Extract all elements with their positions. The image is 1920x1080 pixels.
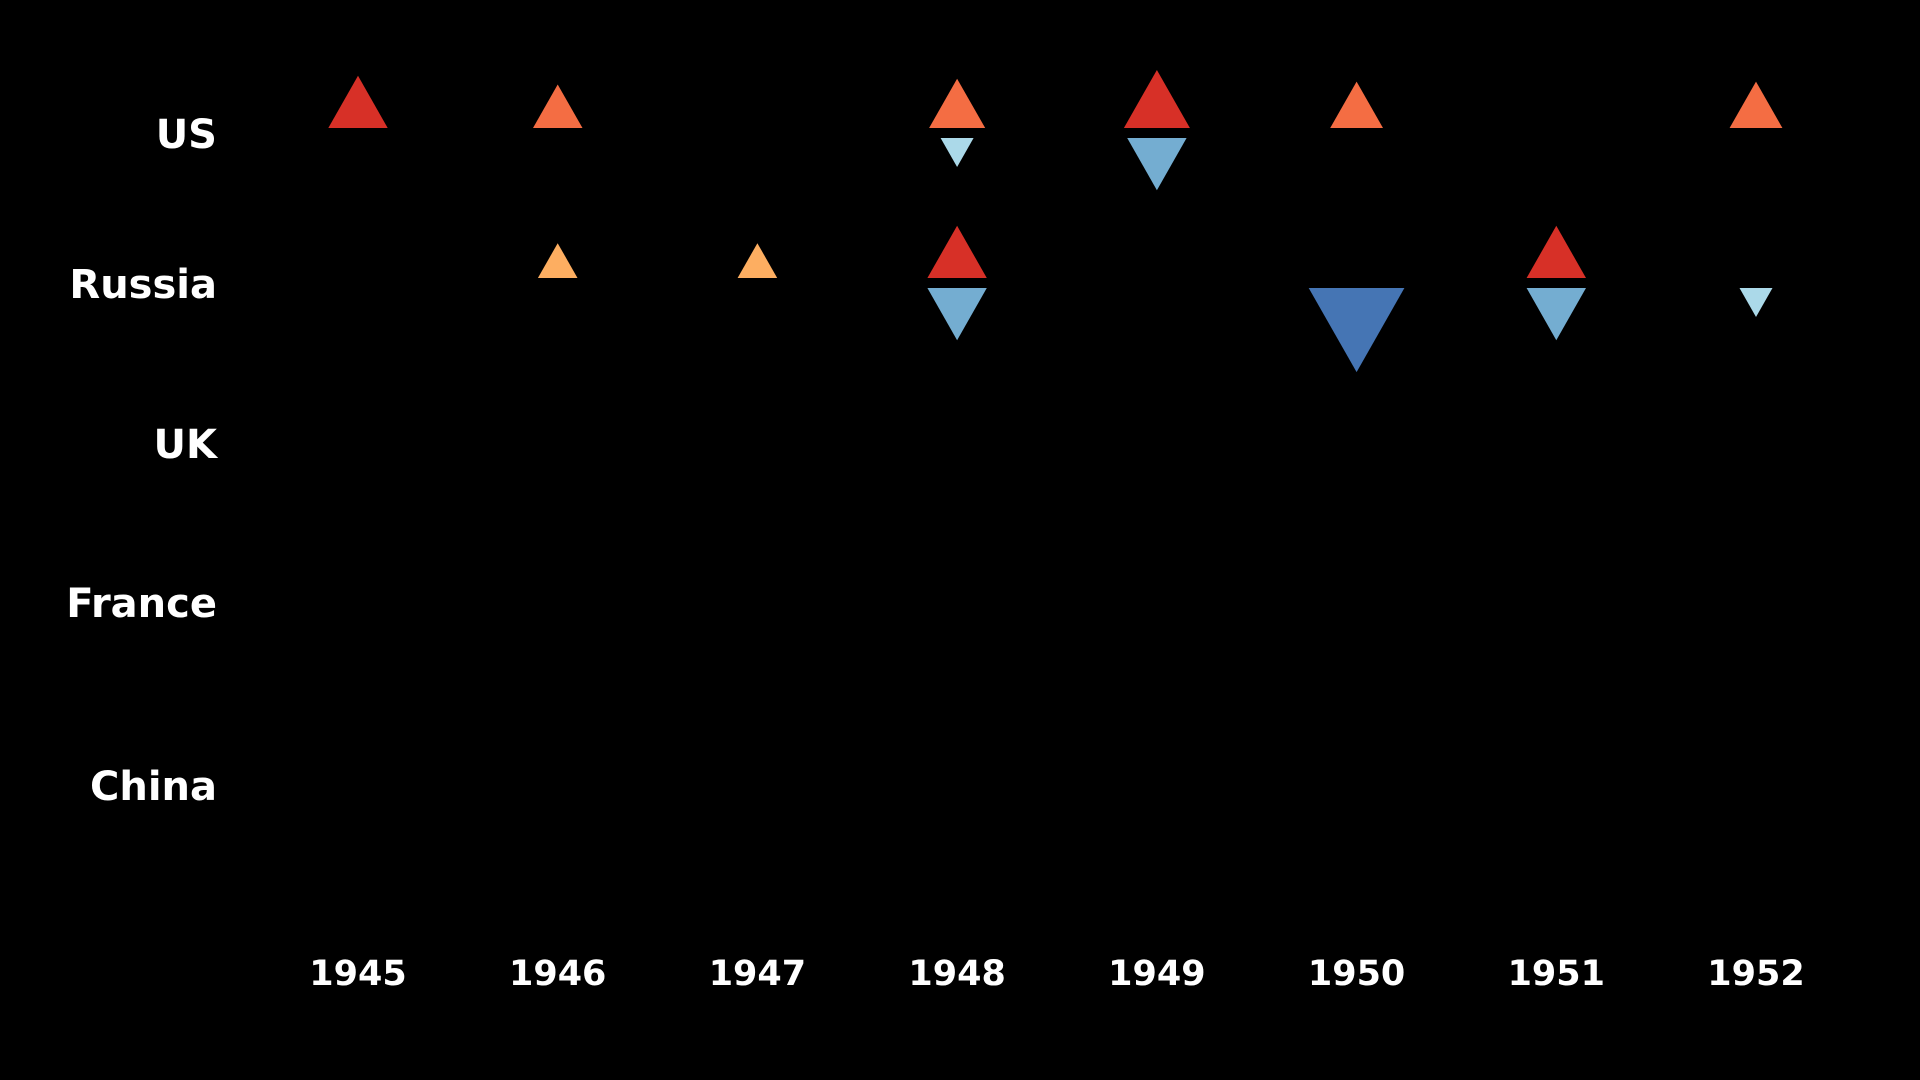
col-label-1947: 1947 bbox=[709, 954, 806, 994]
row-label-us: US bbox=[156, 112, 217, 158]
marker-us-1952-up bbox=[1729, 81, 1783, 128]
marker-us-1950-up bbox=[1330, 81, 1383, 128]
col-label-1952: 1952 bbox=[1707, 954, 1804, 994]
marker-russia-1947-up bbox=[737, 243, 778, 278]
marker-us-1946-up bbox=[533, 84, 583, 128]
col-label-1951: 1951 bbox=[1508, 954, 1605, 994]
marker-us-1949-up bbox=[1123, 70, 1190, 128]
marker-russia-1948-up bbox=[927, 225, 987, 278]
col-label-1945: 1945 bbox=[309, 954, 406, 994]
col-label-1946: 1946 bbox=[509, 954, 606, 994]
row-label-france: France bbox=[66, 581, 217, 627]
marker-russia-1951-down bbox=[1526, 288, 1586, 341]
marker-russia-1951-up bbox=[1526, 225, 1586, 278]
marker-russia-1948-down bbox=[927, 288, 987, 341]
marker-russia-1952-down bbox=[1739, 288, 1773, 317]
marker-us-1949-down bbox=[1127, 138, 1187, 191]
col-label-1950: 1950 bbox=[1308, 954, 1405, 994]
col-label-1949: 1949 bbox=[1108, 954, 1205, 994]
marker-us-1948-down bbox=[940, 138, 974, 167]
row-label-uk: UK bbox=[154, 422, 219, 468]
marker-russia-1946-up bbox=[537, 243, 578, 278]
marker-us-1945-up bbox=[328, 75, 388, 128]
marker-us-1948-up bbox=[929, 78, 986, 128]
marker-russia-1950-down bbox=[1308, 288, 1405, 373]
col-label-1948: 1948 bbox=[908, 954, 1005, 994]
row-label-china: China bbox=[90, 764, 217, 810]
row-label-russia: Russia bbox=[69, 262, 217, 308]
